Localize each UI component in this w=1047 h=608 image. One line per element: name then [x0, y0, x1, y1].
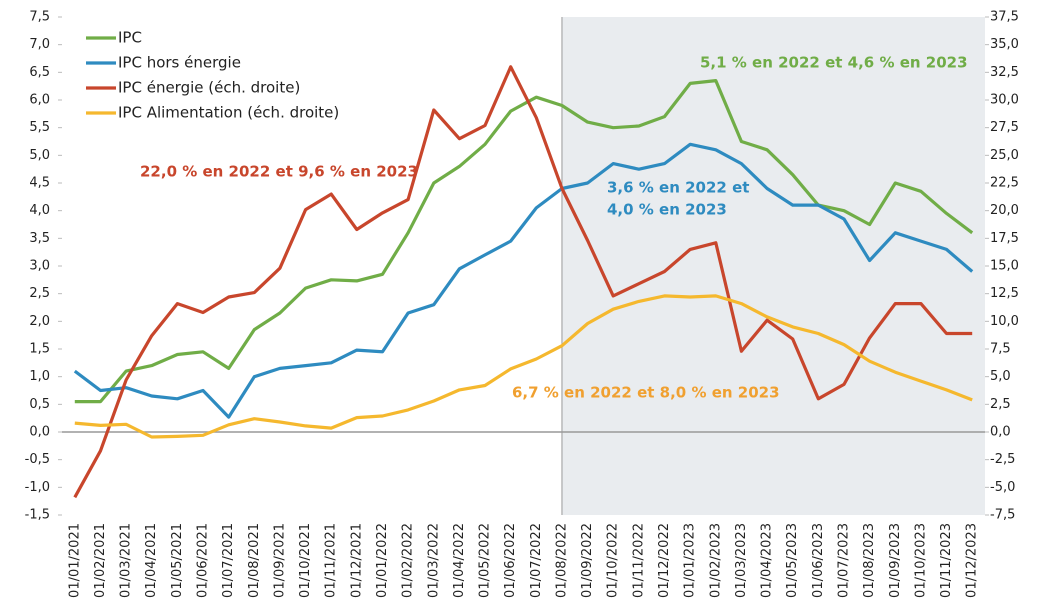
y-tick-label: 5,0 — [29, 148, 50, 163]
y2-tick-label: 35,0 — [990, 37, 1019, 52]
y2-tick-label: 20,0 — [990, 203, 1019, 218]
x-tick-label: 01/11/2022 — [631, 523, 646, 598]
y2-tick-label: 17,5 — [990, 231, 1019, 246]
x-tick-label: 01/12/2021 — [349, 523, 364, 598]
y-tick-label: 4,0 — [29, 203, 50, 218]
x-tick-label: 01/03/2022 — [426, 523, 441, 598]
y2-tick-label: 30,0 — [990, 93, 1019, 108]
y2-tick-label: 32,5 — [990, 65, 1019, 80]
y-tick-label: 7,0 — [29, 37, 50, 52]
x-tick-label: 01/11/2021 — [324, 523, 339, 598]
y-tick-label: 2,5 — [29, 286, 50, 301]
y-tick-label: 3,5 — [29, 231, 50, 246]
x-tick-label: 01/02/2021 — [93, 523, 108, 598]
x-tick-label: 01/12/2022 — [657, 523, 672, 598]
legend-label: IPC — [118, 29, 142, 47]
x-tick-label: 01/03/2023 — [734, 523, 749, 598]
y2-tick-label: 22,5 — [990, 176, 1019, 191]
y-tick-label: 0,0 — [29, 425, 50, 440]
x-tick-label: 01/10/2021 — [298, 523, 313, 598]
x-tick-label: 01/07/2022 — [529, 523, 544, 598]
series-line — [73, 142, 974, 419]
y-tick-label: 7,5 — [29, 10, 50, 25]
x-tick-label: 01/05/2021 — [170, 523, 185, 598]
y2-tick-label: -2,5 — [990, 452, 1015, 467]
x-tick-label: 01/05/2023 — [785, 523, 800, 598]
x-tick-label: 01/09/2023 — [888, 523, 903, 598]
x-tick-label: 01/06/2023 — [811, 523, 826, 598]
y2-tick-label: 2,5 — [990, 397, 1011, 412]
legend-label: IPC énergie (éch. droite) — [118, 79, 300, 97]
x-tick-label: 01/10/2023 — [913, 523, 928, 598]
y2-tick-label: 37,5 — [990, 10, 1019, 25]
annotation: 22,0 % en 2022 et 9,6 % en 2023 — [140, 163, 418, 181]
x-tick-label: 01/08/2022 — [554, 523, 569, 598]
y-tick-label: 6,5 — [29, 65, 50, 80]
y2-tick-label: 25,0 — [990, 148, 1019, 163]
legend-label: IPC hors énergie — [118, 54, 241, 72]
y-tick-label: 1,0 — [29, 369, 50, 384]
y-tick-label: 2,0 — [29, 314, 50, 329]
x-tick-label: 01/08/2023 — [862, 523, 877, 598]
y-tick-label: 6,0 — [29, 93, 50, 108]
y-tick-label: 5,5 — [29, 120, 50, 135]
x-tick-label: 01/08/2021 — [247, 523, 262, 598]
x-tick-label: 01/04/2023 — [760, 523, 775, 598]
y2-tick-label: -7,5 — [990, 508, 1015, 523]
y-tick-label: -1,0 — [25, 480, 50, 495]
y-tick-label: -1,5 — [25, 508, 50, 523]
legend-label: IPC Alimentation (éch. droite) — [118, 104, 339, 122]
projection-zone — [561, 17, 985, 515]
x-tick-label: 01/07/2023 — [836, 523, 851, 598]
y2-tick-label: -5,0 — [990, 480, 1015, 495]
annotation: 3,6 % en 2022 et — [607, 179, 749, 197]
x-tick-label: 01/09/2021 — [272, 523, 287, 598]
x-tick-label: 01/11/2023 — [939, 523, 954, 598]
x-tick-label: 01/12/2023 — [965, 523, 980, 598]
x-tick-label: 01/04/2021 — [144, 523, 159, 598]
x-tick-label: 01/01/2021 — [67, 523, 82, 598]
series-line — [73, 65, 973, 499]
y2-tick-label: 5,0 — [990, 369, 1011, 384]
x-tick-label: 01/09/2022 — [580, 523, 595, 598]
x-tick-label: 01/02/2022 — [401, 523, 416, 598]
y-tick-label: 3,0 — [29, 259, 50, 274]
y2-tick-label: 0,0 — [990, 425, 1011, 440]
x-tick-label: 01/01/2022 — [375, 523, 390, 598]
y-tick-label: 4,5 — [29, 176, 50, 191]
y2-tick-label: 12,5 — [990, 286, 1019, 301]
x-tick-label: 01/06/2022 — [503, 523, 518, 598]
y-tick-label: -0,5 — [25, 452, 50, 467]
series-line — [74, 294, 973, 439]
y-tick-label: 0,5 — [29, 397, 50, 412]
x-tick-label: 01/03/2021 — [119, 523, 134, 598]
x-tick-label: 01/02/2023 — [708, 523, 723, 598]
y2-tick-label: 15,0 — [990, 259, 1019, 274]
y2-tick-label: 27,5 — [990, 120, 1019, 135]
x-tick-label: 01/07/2021 — [221, 523, 236, 598]
annotation: 6,7 % en 2022 et 8,0 % en 2023 — [512, 384, 780, 402]
x-tick-label: 01/05/2022 — [478, 523, 493, 598]
x-tick-label: 01/06/2021 — [196, 523, 211, 598]
x-tick-label: 01/04/2022 — [452, 523, 467, 598]
y2-tick-label: 10,0 — [990, 314, 1019, 329]
x-tick-label: 01/10/2022 — [606, 523, 621, 598]
annotation: 4,0 % en 2023 — [607, 201, 727, 219]
y2-tick-label: 7,5 — [990, 342, 1011, 357]
x-tick-label: 01/01/2023 — [683, 523, 698, 598]
y-tick-label: 1,5 — [29, 342, 50, 357]
annotation: 5,1 % en 2022 et 4,6 % en 2023 — [700, 54, 968, 72]
